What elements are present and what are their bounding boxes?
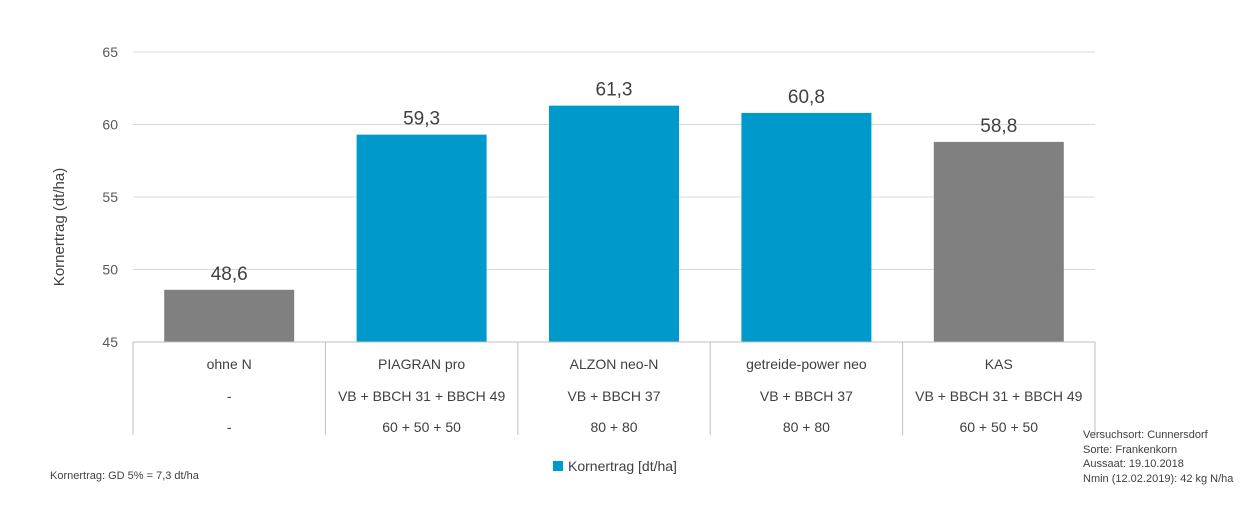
table-cell: 60 + 50 + 50 [959, 419, 1038, 435]
data-label: 58,8 [980, 116, 1017, 137]
table-cell: - [227, 419, 232, 435]
legend-swatch [553, 461, 563, 471]
table-cell: VB + BBCH 31 + BBCH 49 [338, 388, 506, 404]
trial-location: Versuchsort: Cunnersdorf [1083, 429, 1208, 441]
data-labels: 48,6 59,3 61,3 60,8 58,8 [211, 80, 1018, 285]
legend-label: Kornertrag [dt/ha] [568, 458, 677, 474]
y-axis-title: Kornertrag (dt/ha) [51, 168, 68, 286]
table-cell: - [227, 388, 232, 404]
legend: Kornertrag [dt/ha] [553, 458, 677, 474]
category-label: getreide-power neo [746, 356, 867, 372]
trial-sowing: Aussaat: 19.10.2018 [1083, 458, 1184, 470]
table-cell: VB + BBCH 37 [760, 388, 853, 404]
table-cell: VB + BBCH 31 + BBCH 49 [915, 388, 1083, 404]
category-label: KAS [985, 356, 1013, 372]
table-cell: 80 + 80 [783, 419, 830, 435]
trial-variety: Sorte: Frankenkorn [1083, 443, 1178, 456]
bar [164, 289, 295, 342]
data-label: 59,3 [403, 109, 440, 130]
category-label: ohne N [207, 356, 252, 372]
data-label: 61,3 [596, 80, 633, 101]
y-tick-label: 55 [102, 189, 118, 205]
y-tick-label: 65 [102, 44, 118, 60]
table-cell: VB + BBCH 37 [568, 388, 661, 404]
y-tick-label: 50 [102, 262, 118, 278]
bar [356, 134, 487, 342]
y-tick-label: 45 [102, 334, 118, 350]
category-label: ALZON neo-N [570, 356, 659, 372]
trial-nmin: Nmin (12.02.2019): 42 kg N/ha [1083, 472, 1234, 485]
data-label: 48,6 [211, 264, 248, 285]
table-cell: 80 + 80 [590, 419, 637, 435]
category-table: ohne N - - PIAGRAN pro VB + BBCH 31 + BBCH 4… [132, 341, 1096, 435]
bar [741, 112, 872, 343]
bars [164, 105, 1064, 343]
gd-note: Kornertrag: GD 5% = 7,3 dt/ha [50, 470, 199, 482]
bar [549, 105, 679, 343]
category-label: PIAGRAN pro [378, 356, 465, 372]
trial-info: Versuchsort: Cunnersdorf Sorte: Frankenk… [1083, 428, 1233, 486]
y-axis-ticks: 45 50 55 60 65 [102, 44, 118, 350]
y-tick-label: 60 [102, 117, 118, 133]
bar [933, 141, 1064, 342]
table-cell: 60 + 50 + 50 [382, 419, 461, 435]
data-label: 60,8 [788, 87, 825, 108]
